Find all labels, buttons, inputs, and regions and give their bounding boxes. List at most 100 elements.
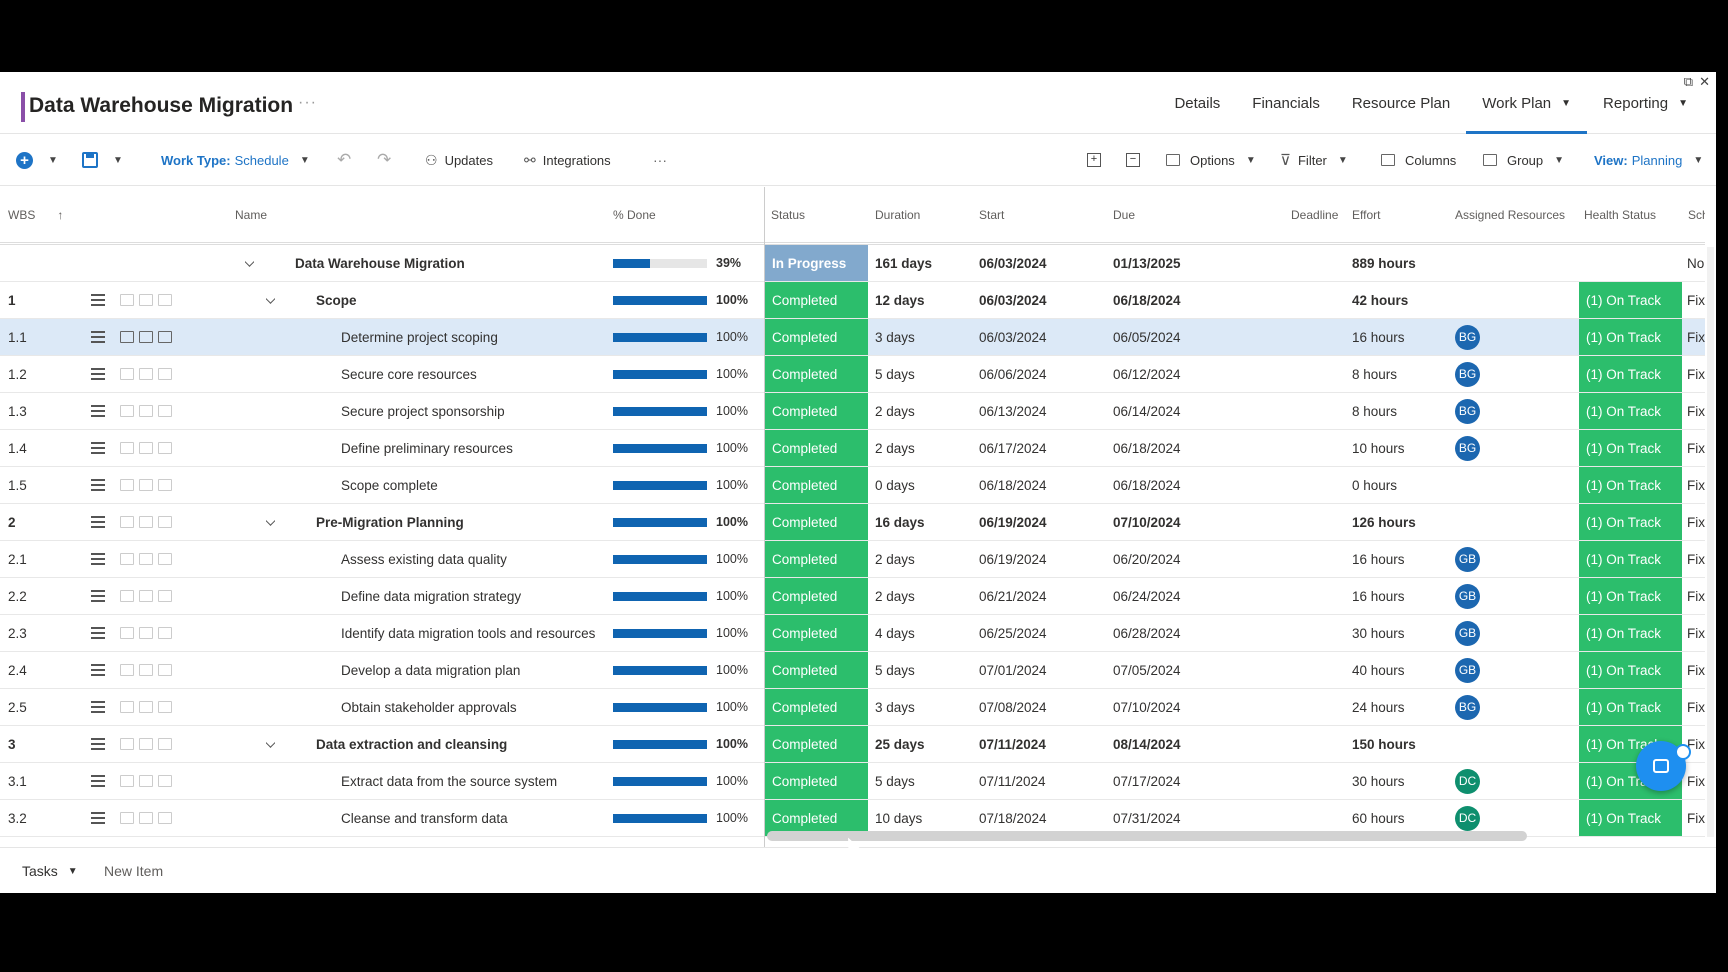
columns-button[interactable]: Columns <box>1381 134 1456 186</box>
collapse-toggle[interactable] <box>266 282 275 318</box>
duration-cell[interactable]: 5 days <box>875 662 915 678</box>
notes-icon[interactable] <box>120 294 134 306</box>
duration-cell[interactable]: 2 days <box>875 588 915 604</box>
notes-icon[interactable] <box>120 627 134 639</box>
status-badge[interactable]: Completed <box>765 356 868 392</box>
start-cell[interactable]: 06/03/2024 <box>979 329 1047 345</box>
tab-work-plan[interactable]: Work Plan ▼ <box>1466 72 1588 134</box>
health-status-badge[interactable]: (1) On Track <box>1579 541 1682 577</box>
effort-cell[interactable]: 10 hours <box>1352 440 1405 456</box>
duration-cell[interactable]: 25 days <box>875 736 925 752</box>
assigned-resources-cell[interactable]: DC <box>1455 763 1480 799</box>
table-row[interactable]: 2.3 Identify data migration tools and res… <box>0 615 1705 652</box>
col-header-status[interactable]: Status <box>771 207 806 222</box>
col-header-resources[interactable]: Assigned Resources <box>1455 207 1566 222</box>
tab-resource-plan[interactable]: Resource Plan <box>1336 72 1466 134</box>
chevron-down-icon[interactable]: ▼ <box>113 154 123 166</box>
start-cell[interactable]: 06/21/2024 <box>979 588 1047 604</box>
notes-icon[interactable] <box>120 775 134 787</box>
schedule-type-cell[interactable]: Fix <box>1687 588 1705 604</box>
tasks-dropdown[interactable]: Tasks ▼ <box>22 848 78 893</box>
save-button[interactable]: ▼ <box>82 134 123 186</box>
notes-icon[interactable] <box>120 442 134 454</box>
table-row[interactable]: 2 Pre-Migration Planning 100% Completed 16 d… <box>0 504 1705 541</box>
task-name[interactable]: Pre-Migration Planning <box>316 514 464 530</box>
comment-icon[interactable] <box>139 294 153 306</box>
effort-cell[interactable]: 30 hours <box>1352 773 1405 789</box>
assigned-resources-cell[interactable]: GB <box>1455 541 1480 577</box>
row-menu-button[interactable] <box>91 430 105 466</box>
integrations-button[interactable]: ⚯ Integrations <box>524 134 611 186</box>
table-row[interactable]: 2.5 Obtain stakeholder approvals 100% Compl… <box>0 689 1705 726</box>
undo-button[interactable]: ↶ <box>337 134 351 186</box>
due-cell[interactable]: 06/24/2024 <box>1113 588 1181 604</box>
schedule-type-cell[interactable]: Fix <box>1687 366 1705 382</box>
table-row[interactable]: 1.3 Secure project sponsorship 100% Complet… <box>0 393 1705 430</box>
duration-cell[interactable]: 2 days <box>875 440 915 456</box>
sort-ascending-icon[interactable]: ↑ <box>57 207 64 222</box>
start-cell[interactable]: 06/19/2024 <box>979 514 1047 530</box>
task-name[interactable]: Secure project sponsorship <box>341 403 505 419</box>
status-badge[interactable]: Completed <box>765 800 868 836</box>
due-cell[interactable]: 07/31/2024 <box>1113 810 1181 826</box>
table-row[interactable]: 1.2 Secure core resources 100% Completed 5 d… <box>0 356 1705 393</box>
comment-icon[interactable] <box>139 479 153 491</box>
duration-cell[interactable]: 16 days <box>875 514 925 530</box>
due-cell[interactable]: 06/18/2024 <box>1113 292 1181 308</box>
schedule-type-cell[interactable]: Fix <box>1687 662 1705 678</box>
start-cell[interactable]: 06/06/2024 <box>979 366 1047 382</box>
effort-cell[interactable]: 16 hours <box>1352 588 1405 604</box>
avatar[interactable]: GB <box>1455 546 1480 572</box>
col-header-name[interactable]: Name <box>235 207 268 222</box>
view-dropdown[interactable]: View: Planning ▼ <box>1594 134 1703 186</box>
health-status-badge[interactable]: (1) On Track <box>1579 319 1682 355</box>
due-cell[interactable]: 07/10/2024 <box>1113 699 1181 715</box>
board-icon[interactable] <box>158 479 172 491</box>
schedule-type-cell[interactable]: Fix <box>1687 810 1705 826</box>
row-menu-button[interactable] <box>91 504 105 540</box>
tab-financials[interactable]: Financials <box>1236 72 1336 134</box>
duration-cell[interactable]: 3 days <box>875 329 915 345</box>
assigned-resources-cell[interactable]: GB <box>1455 615 1480 651</box>
row-menu-button[interactable] <box>91 689 105 725</box>
due-cell[interactable]: 07/05/2024 <box>1113 662 1181 678</box>
task-name[interactable]: Define preliminary resources <box>341 440 513 456</box>
task-name[interactable]: Scope complete <box>341 477 438 493</box>
board-icon[interactable] <box>158 738 172 750</box>
duration-cell[interactable]: 3 days <box>875 699 915 715</box>
collapse-toggle[interactable] <box>245 245 254 281</box>
task-name[interactable]: Identify data migration tools and resour… <box>341 625 596 641</box>
schedule-type-cell[interactable]: Fix <box>1687 440 1705 456</box>
board-icon[interactable] <box>158 294 172 306</box>
start-cell[interactable]: 07/01/2024 <box>979 662 1047 678</box>
health-status-badge[interactable]: (1) On Track <box>1579 615 1682 651</box>
vertical-scrollbar[interactable] <box>1707 247 1714 837</box>
health-status-badge[interactable]: (1) On Track <box>1579 504 1682 540</box>
assigned-resources-cell[interactable]: BG <box>1455 430 1480 466</box>
status-badge[interactable]: Completed <box>765 578 868 614</box>
comment-icon[interactable] <box>139 701 153 713</box>
schedule-type-cell[interactable]: Fix <box>1687 329 1705 345</box>
row-menu-button[interactable] <box>91 541 105 577</box>
due-cell[interactable]: 06/18/2024 <box>1113 440 1181 456</box>
row-menu-button[interactable] <box>91 356 105 392</box>
tab-details[interactable]: Details <box>1158 72 1236 134</box>
status-badge[interactable]: Completed <box>765 763 868 799</box>
due-cell[interactable]: 06/28/2024 <box>1113 625 1181 641</box>
redo-button[interactable]: ↷ <box>377 134 391 186</box>
notes-icon[interactable] <box>120 479 134 491</box>
col-header-wbs[interactable]: WBS ↑ <box>8 187 63 242</box>
table-row[interactable]: 2.1 Assess existing data quality 100% Compl… <box>0 541 1705 578</box>
col-header-sch[interactable]: Sch <box>1688 207 1705 222</box>
notes-icon[interactable] <box>120 331 134 343</box>
table-row[interactable]: 3.2 Cleanse and transform data 100% Complet… <box>0 800 1705 837</box>
schedule-type-cell[interactable]: Fix <box>1687 403 1705 419</box>
row-menu-button[interactable] <box>91 800 105 836</box>
avatar[interactable]: BG <box>1455 398 1480 424</box>
board-icon[interactable] <box>158 590 172 602</box>
status-badge[interactable]: Completed <box>765 430 868 466</box>
due-cell[interactable]: 08/14/2024 <box>1113 736 1181 752</box>
col-header-due[interactable]: Due <box>1113 207 1136 222</box>
status-badge[interactable]: Completed <box>765 726 868 762</box>
comment-icon[interactable] <box>139 738 153 750</box>
